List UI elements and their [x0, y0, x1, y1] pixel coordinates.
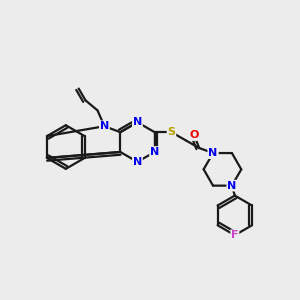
Text: N: N: [208, 148, 218, 158]
Text: F: F: [231, 230, 238, 240]
Text: S: S: [167, 127, 175, 137]
Text: N: N: [227, 181, 236, 191]
Text: N: N: [150, 147, 159, 157]
Text: N: N: [208, 148, 218, 158]
Text: N: N: [100, 121, 109, 131]
Text: N: N: [133, 117, 142, 127]
Text: N: N: [133, 157, 142, 167]
Text: O: O: [190, 130, 199, 140]
